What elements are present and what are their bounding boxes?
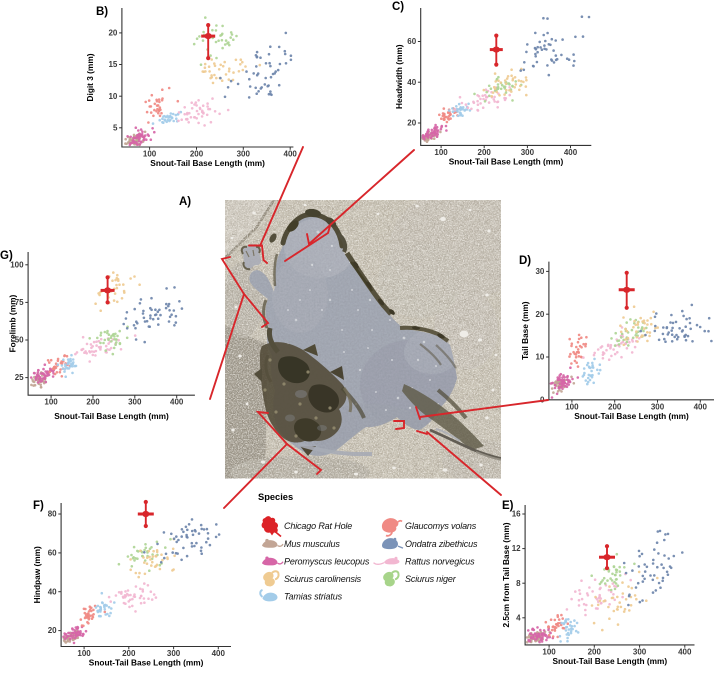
svg-text:5: 5 bbox=[113, 123, 118, 132]
svg-text:Snout-Tail Base Length (mm): Snout-Tail Base Length (mm) bbox=[449, 156, 564, 166]
svg-text:100: 100 bbox=[10, 260, 24, 269]
svg-text:200: 200 bbox=[608, 402, 622, 411]
svg-text:B): B) bbox=[96, 6, 108, 18]
svg-text:C): C) bbox=[392, 1, 404, 13]
svg-text:300: 300 bbox=[651, 402, 665, 411]
svg-text:Tail Base (mm): Tail Base (mm) bbox=[520, 301, 530, 360]
svg-text:Rattus norvegicus: Rattus norvegicus bbox=[405, 556, 475, 566]
svg-text:20: 20 bbox=[108, 29, 117, 38]
svg-text:30: 30 bbox=[535, 267, 544, 276]
svg-text:Glaucomys volans: Glaucomys volans bbox=[405, 521, 477, 531]
svg-text:300: 300 bbox=[633, 647, 647, 656]
svg-text:100: 100 bbox=[143, 150, 157, 159]
svg-text:400: 400 bbox=[170, 398, 184, 407]
svg-text:100: 100 bbox=[542, 647, 556, 656]
svg-text:400: 400 bbox=[678, 647, 692, 656]
svg-text:Hindpaw (mm): Hindpaw (mm) bbox=[32, 546, 42, 603]
svg-text:200: 200 bbox=[588, 647, 602, 656]
svg-text:Species: Species bbox=[258, 492, 293, 502]
svg-text:300: 300 bbox=[128, 398, 142, 407]
svg-text:2.5cm from Tail Base (mm): 2.5cm from Tail Base (mm) bbox=[501, 522, 511, 627]
svg-text:200: 200 bbox=[122, 649, 136, 658]
svg-text:60: 60 bbox=[407, 37, 416, 46]
svg-text:Ondatra zibethicus: Ondatra zibethicus bbox=[405, 539, 478, 549]
svg-text:60: 60 bbox=[48, 549, 57, 558]
svg-text:16: 16 bbox=[512, 510, 521, 519]
svg-text:25: 25 bbox=[15, 373, 24, 382]
svg-text:400: 400 bbox=[212, 649, 226, 658]
svg-text:Snout-Tail Base Length (mm): Snout-Tail Base Length (mm) bbox=[54, 411, 169, 421]
svg-text:80: 80 bbox=[48, 510, 57, 519]
svg-text:F): F) bbox=[33, 500, 44, 512]
svg-text:Sciurus carolinensis: Sciurus carolinensis bbox=[284, 574, 362, 584]
svg-text:100: 100 bbox=[434, 148, 448, 157]
svg-text:Peromyscus leucopus: Peromyscus leucopus bbox=[284, 556, 370, 566]
svg-text:Snout-Tail Base Length (mm): Snout-Tail Base Length (mm) bbox=[89, 658, 204, 668]
svg-text:G): G) bbox=[0, 250, 13, 262]
svg-text:50: 50 bbox=[15, 336, 24, 345]
svg-text:75: 75 bbox=[15, 298, 24, 307]
svg-text:Headwidth (mm): Headwidth (mm) bbox=[394, 44, 404, 109]
svg-text:300: 300 bbox=[521, 148, 535, 157]
svg-text:200: 200 bbox=[86, 398, 100, 407]
svg-text:100: 100 bbox=[565, 402, 579, 411]
svg-text:Forelimb (mm): Forelimb (mm) bbox=[8, 295, 18, 353]
svg-text:15: 15 bbox=[108, 60, 117, 69]
svg-text:Snout-Tail Base Length (mm): Snout-Tail Base Length (mm) bbox=[552, 656, 667, 666]
svg-text:300: 300 bbox=[167, 649, 181, 658]
svg-text:400: 400 bbox=[694, 402, 708, 411]
svg-text:400: 400 bbox=[564, 148, 578, 157]
svg-text:12: 12 bbox=[512, 544, 521, 553]
svg-text:E): E) bbox=[502, 500, 514, 512]
svg-text:400: 400 bbox=[284, 150, 298, 159]
svg-text:A): A) bbox=[179, 196, 191, 208]
svg-text:10: 10 bbox=[535, 353, 544, 362]
svg-text:D): D) bbox=[519, 255, 531, 267]
svg-text:Snout-Tail Base Length (mm): Snout-Tail Base Length (mm) bbox=[574, 411, 689, 421]
svg-text:100: 100 bbox=[44, 398, 58, 407]
svg-text:10: 10 bbox=[108, 92, 117, 101]
svg-text:100: 100 bbox=[77, 649, 91, 658]
svg-text:200: 200 bbox=[478, 148, 492, 157]
svg-text:4: 4 bbox=[516, 613, 521, 622]
svg-text:Tamias striatus: Tamias striatus bbox=[284, 592, 343, 602]
svg-text:20: 20 bbox=[407, 119, 416, 128]
svg-text:Digit 3 (mm): Digit 3 (mm) bbox=[85, 53, 95, 101]
svg-text:40: 40 bbox=[407, 78, 416, 87]
svg-text:20: 20 bbox=[535, 310, 544, 319]
svg-text:20: 20 bbox=[48, 626, 57, 635]
svg-text:40: 40 bbox=[48, 587, 57, 596]
svg-text:Sciurus niger: Sciurus niger bbox=[405, 574, 457, 584]
svg-text:Mus musculus: Mus musculus bbox=[284, 539, 340, 549]
svg-text:300: 300 bbox=[237, 150, 251, 159]
svg-text:200: 200 bbox=[190, 150, 204, 159]
svg-text:Chicago Rat Hole: Chicago Rat Hole bbox=[284, 521, 352, 531]
svg-text:8: 8 bbox=[516, 579, 521, 588]
svg-text:Snout-Tail Base Length (mm): Snout-Tail Base Length (mm) bbox=[150, 158, 265, 168]
